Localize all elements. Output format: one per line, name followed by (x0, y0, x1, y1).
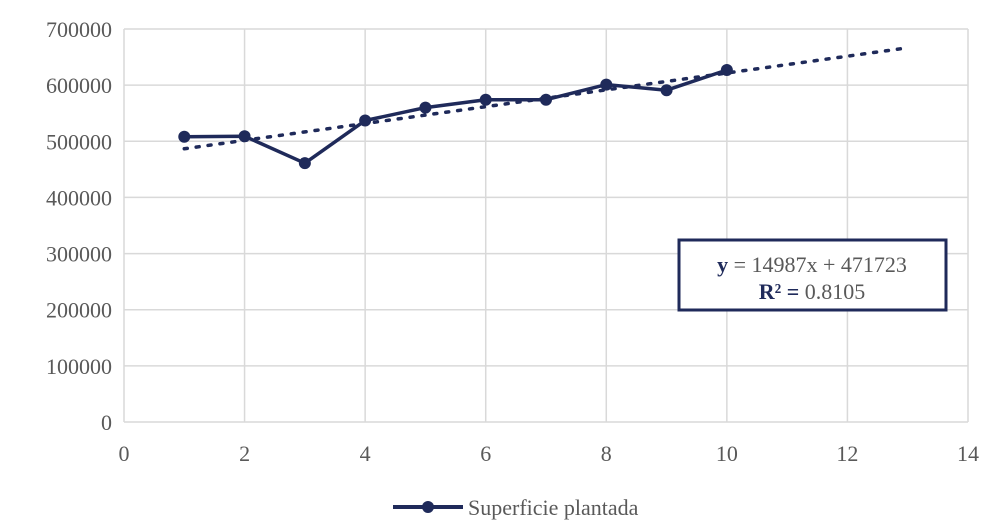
y-tick-label: 300000 (46, 242, 112, 267)
trendline-r-squared: R² = 0.8105 (759, 279, 866, 304)
data-point (660, 84, 673, 97)
series (178, 63, 733, 170)
y-tick-label: 200000 (46, 298, 112, 323)
x-tick-label: 6 (480, 441, 491, 466)
data-point (600, 78, 613, 91)
trendline-equation-box: y = 14987x + 471723 R² = 0.8105 (677, 238, 948, 312)
y-tick-label: 500000 (46, 129, 112, 154)
equation-prefix: y (717, 252, 728, 277)
equation-box-border (677, 238, 948, 312)
equation-rest: = 14987x + 471723 (728, 252, 907, 277)
x-tick-label: 8 (601, 441, 612, 466)
data-point (540, 93, 552, 106)
y-tick-label: 0 (101, 410, 112, 435)
y-tick-label: 400000 (46, 185, 112, 210)
data-point (419, 101, 432, 114)
x-tick-label: 12 (836, 441, 858, 466)
x-axis-ticks: 0 2 4 6 8 10 12 14 (119, 441, 980, 466)
x-tick-label: 10 (716, 441, 738, 466)
data-point (178, 130, 191, 143)
y-tick-label: 700000 (46, 17, 112, 42)
trendline-equation: y = 14987x + 471723 (717, 252, 907, 277)
trendline (182, 46, 910, 151)
x-tick-label: 14 (957, 441, 979, 466)
y-tick-label: 100000 (46, 354, 112, 379)
legend-marker (422, 501, 434, 513)
r-squared-prefix: R² = (759, 279, 800, 304)
data-point (359, 114, 372, 127)
data-point (479, 93, 492, 106)
data-point (298, 157, 311, 170)
x-tick-label: 4 (360, 441, 371, 466)
data-point (238, 130, 251, 143)
r-squared-value: 0.8105 (799, 279, 865, 304)
series-line (184, 68, 728, 165)
x-tick-label: 2 (239, 441, 250, 466)
legend-label: Superficie plantada (468, 495, 639, 520)
trendline-line (182, 46, 910, 151)
legend: Superficie plantada (393, 495, 639, 520)
y-axis-ticks: 0 100000 200000 300000 400000 500000 600000 700… (46, 17, 112, 435)
x-tick-label: 0 (119, 441, 130, 466)
data-point (720, 63, 733, 76)
grid (123, 28, 969, 423)
y-tick-label: 600000 (46, 73, 112, 98)
